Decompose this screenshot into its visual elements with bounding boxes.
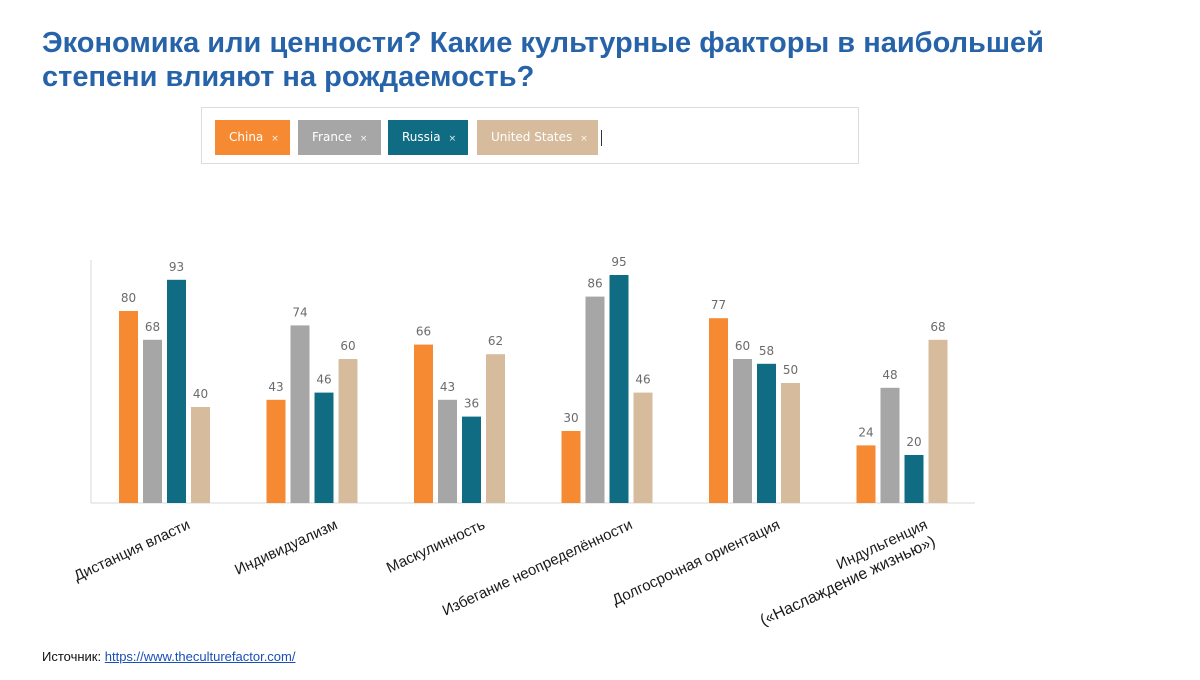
text-cursor [601, 130, 602, 146]
source-link[interactable]: https://www.theculturefactor.com/ [104, 649, 296, 664]
bar-russia-4 [757, 363, 776, 503]
country-filter[interactable]: China × France × Russia × United States × [201, 107, 859, 164]
bar-russia-3 [609, 275, 629, 503]
chip-russia[interactable]: Russia × [388, 120, 468, 155]
category-sublabel: («Наслаждение жизнью») [758, 533, 939, 629]
bar-china-4 [709, 318, 728, 503]
chip-label: France [312, 130, 352, 144]
value-label: 20 [906, 435, 921, 449]
bar-united-states-0 [191, 407, 210, 503]
bar-russia-2 [462, 416, 481, 503]
value-label: 60 [735, 339, 750, 353]
bar-united-states-1 [338, 359, 358, 503]
bar-china-2 [414, 344, 433, 503]
value-label: 30 [563, 411, 578, 425]
bar-france-4 [733, 359, 752, 503]
remove-icon[interactable]: × [359, 134, 368, 144]
category-label: Долгосрочная ориентация [610, 516, 783, 609]
chip-china[interactable]: China × [215, 120, 290, 155]
value-label: 68 [145, 320, 160, 334]
bar-russia-1 [314, 392, 334, 503]
value-label: 74 [292, 305, 307, 319]
chip-france[interactable]: France × [298, 120, 381, 155]
bar-france-1 [290, 325, 310, 503]
value-label: 36 [464, 397, 479, 411]
value-label: 40 [193, 387, 208, 401]
value-label: 77 [711, 298, 726, 312]
chip-united-states[interactable]: United States × [477, 120, 598, 155]
bar-france-5 [880, 387, 900, 503]
bars-group: 80 68 93 40 43 74 46 60 66 43 36 62 30 86 95 46 77 60 58 50… [119, 255, 948, 503]
category-labels: Дистанция власти Индивидуализм Маскулиннос… [71, 516, 938, 629]
chip-label: China [229, 130, 264, 144]
value-label: 46 [635, 373, 650, 387]
bar-france-3 [585, 296, 605, 503]
remove-icon[interactable]: × [271, 134, 279, 144]
value-label: 68 [930, 320, 945, 334]
bar-russia-0 [167, 279, 186, 503]
value-label: 50 [783, 363, 798, 377]
chip-label: Russia [402, 130, 441, 144]
category-label: Дистанция власти [71, 516, 192, 585]
bar-france-2 [438, 399, 457, 503]
value-label: 60 [340, 339, 355, 353]
category-label: Маскулинность [384, 516, 488, 577]
bar-china-3 [561, 431, 581, 503]
bar-china-0 [119, 311, 138, 503]
value-label: 93 [169, 260, 184, 274]
value-label: 58 [759, 344, 774, 358]
bar-united-states-3 [633, 392, 653, 503]
bar-united-states-5 [928, 339, 948, 503]
category-label: Индивидуализм [232, 516, 340, 578]
value-label: 66 [416, 325, 431, 339]
value-label: 24 [858, 425, 873, 439]
bar-china-1 [266, 399, 286, 503]
value-label: 95 [611, 255, 626, 269]
value-label: 62 [488, 334, 503, 348]
value-label: 80 [121, 291, 136, 305]
value-label: 43 [440, 380, 455, 394]
remove-icon[interactable]: × [448, 134, 457, 144]
remove-icon[interactable]: × [580, 134, 588, 144]
bar-united-states-4 [781, 383, 800, 503]
bar-china-5 [856, 445, 876, 503]
value-label: 43 [268, 380, 283, 394]
bar-united-states-2 [486, 354, 505, 503]
value-label: 46 [316, 373, 331, 387]
bar-russia-5 [904, 455, 924, 503]
value-label: 86 [587, 277, 602, 291]
bar-france-0 [143, 339, 162, 503]
page-title: Экономика или ценности? Какие культурные… [42, 27, 1044, 93]
value-label: 48 [882, 368, 897, 382]
chip-label: United States [491, 130, 573, 144]
source-prefix: Источник: [42, 649, 105, 664]
source-line: Источник: https://www.theculturefactor.c… [42, 649, 295, 664]
